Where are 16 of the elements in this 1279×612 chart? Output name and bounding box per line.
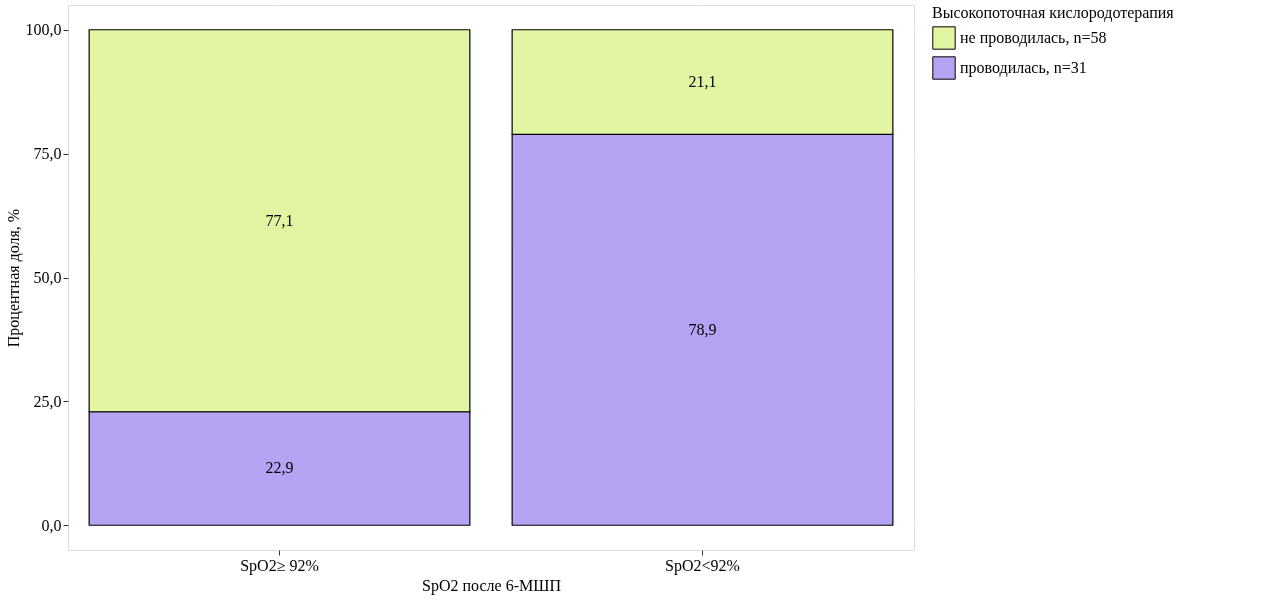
- x-tick-label: SpO2<92%: [665, 556, 740, 575]
- legend-title: Высокопоточная кислородотерапия: [932, 4, 1175, 22]
- y-tick-label: 50,0: [33, 269, 62, 286]
- y-axis-title: Процентная доля, %: [4, 208, 23, 348]
- x-axis-title: SpO2 после 6-МШП: [422, 576, 562, 595]
- data-label: 21,1: [688, 73, 717, 91]
- y-tick-label: 75,0: [33, 145, 62, 163]
- y-tick-label: 25,0: [33, 392, 62, 410]
- data-label: 22,9: [265, 459, 294, 477]
- x-tick-label: SpO2≥ 92%: [240, 556, 319, 575]
- legend-label: проводилась, n=31: [960, 59, 1087, 77]
- data-label: 77,1: [265, 211, 294, 229]
- legend-label: не проводилась, n=58: [960, 29, 1107, 47]
- data-label: 78,9: [688, 320, 717, 338]
- y-tick-label: 0,0: [41, 516, 62, 534]
- y-tick-label: 100,0: [25, 21, 62, 39]
